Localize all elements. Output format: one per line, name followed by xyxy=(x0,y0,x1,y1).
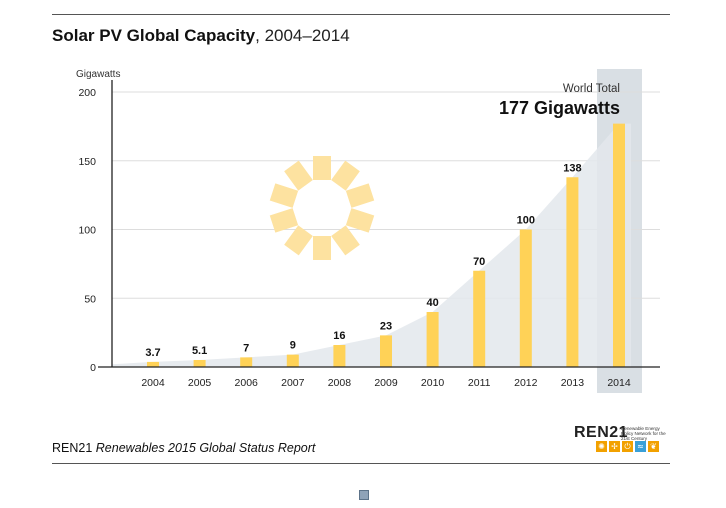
sun-ray xyxy=(313,236,331,260)
bar-2011 xyxy=(473,270,486,367)
bar-2014 xyxy=(613,123,625,367)
y-tick-label: 200 xyxy=(78,87,96,99)
bar-2006 xyxy=(240,357,253,367)
data-label: 7 xyxy=(243,342,249,354)
sun-ray xyxy=(284,225,313,256)
world-total-value: 177 Gigawatts xyxy=(499,98,620,118)
footer-source: REN21 Renewables 2015 Global Status Repo… xyxy=(52,441,315,455)
bar-2008 xyxy=(333,345,346,367)
data-label: 9 xyxy=(290,340,296,352)
x-tick-label: 2009 xyxy=(374,377,398,389)
data-label: 5.1 xyxy=(192,345,207,357)
bar-2013 xyxy=(566,177,579,367)
x-tick-label: 2011 xyxy=(468,377,491,389)
data-label: 40 xyxy=(426,297,438,309)
bar-2009 xyxy=(380,335,392,367)
bottom-rule xyxy=(52,463,670,464)
water-icon: ≈ xyxy=(635,441,646,452)
data-label: 3.7 xyxy=(145,347,160,359)
x-tick-label: 2006 xyxy=(235,377,259,389)
logo-wordmark: REN21 xyxy=(574,424,629,441)
x-tick-label: 2010 xyxy=(421,377,445,389)
bar-2005 xyxy=(193,359,206,367)
data-label: 100 xyxy=(517,215,535,227)
x-tick-label: 2008 xyxy=(328,377,352,389)
sun-ray xyxy=(269,183,299,208)
footer-report-title: Renewables 2015 Global Status Report xyxy=(95,441,316,455)
x-tick-label: 2007 xyxy=(281,377,305,389)
x-tick-label: 2014 xyxy=(607,377,631,389)
data-label: 23 xyxy=(380,320,392,332)
logo-tagline: Renewable Energy Policy Network for the … xyxy=(621,426,666,442)
world-total-label: World Total xyxy=(563,83,620,95)
bar-2012 xyxy=(519,229,532,367)
sun-ray xyxy=(269,208,299,233)
wind-icon: ✢ xyxy=(609,441,620,452)
chart-title-years: , 2004–2014 xyxy=(255,26,350,45)
ren21-logo: REN21 Renewable Energy Policy Network fo… xyxy=(574,424,670,456)
sun-ray xyxy=(284,160,313,191)
sun-icon: ✺ xyxy=(596,441,607,452)
logo-icons: ✺ ✢ ⏻ ≈ ❦ xyxy=(596,441,659,452)
data-label: 16 xyxy=(333,330,345,342)
leaf-icon: ❦ xyxy=(648,441,659,452)
chart-title: Solar PV Global Capacity, 2004–2014 xyxy=(52,26,350,46)
data-label: 138 xyxy=(563,162,581,174)
x-tick-label: 2004 xyxy=(141,377,165,389)
bar-2007 xyxy=(286,354,299,367)
footer-org: REN21 xyxy=(52,441,93,455)
page-indicator[interactable] xyxy=(359,490,369,500)
y-tick-label: 150 xyxy=(78,156,96,168)
y-tick-label: 50 xyxy=(84,293,96,305)
bar-2004 xyxy=(147,361,159,367)
sun-ray xyxy=(313,156,331,180)
sun-ray xyxy=(331,225,360,256)
power-icon: ⏻ xyxy=(622,441,633,452)
data-label: 70 xyxy=(473,256,485,268)
x-tick-label: 2013 xyxy=(561,377,585,389)
chart-canvas: 0 50 100 150 200 3.7 5.1 7 9 16 23 40 70 100 138 2004… xyxy=(76,69,660,393)
x-tick-label: 2005 xyxy=(188,377,212,389)
y-axis-label: Gigawatts xyxy=(76,69,120,80)
growth-area xyxy=(112,123,631,367)
sun-ray xyxy=(345,208,375,233)
sun-ray xyxy=(331,160,360,191)
y-tick-label: 100 xyxy=(78,225,96,237)
chart-title-bold: Solar PV Global Capacity xyxy=(52,26,256,45)
y-tick-label: 0 xyxy=(90,362,96,374)
top-rule xyxy=(52,14,670,15)
bar-2010 xyxy=(426,312,439,367)
sun-ray xyxy=(345,183,375,208)
x-tick-label: 2012 xyxy=(514,377,538,389)
